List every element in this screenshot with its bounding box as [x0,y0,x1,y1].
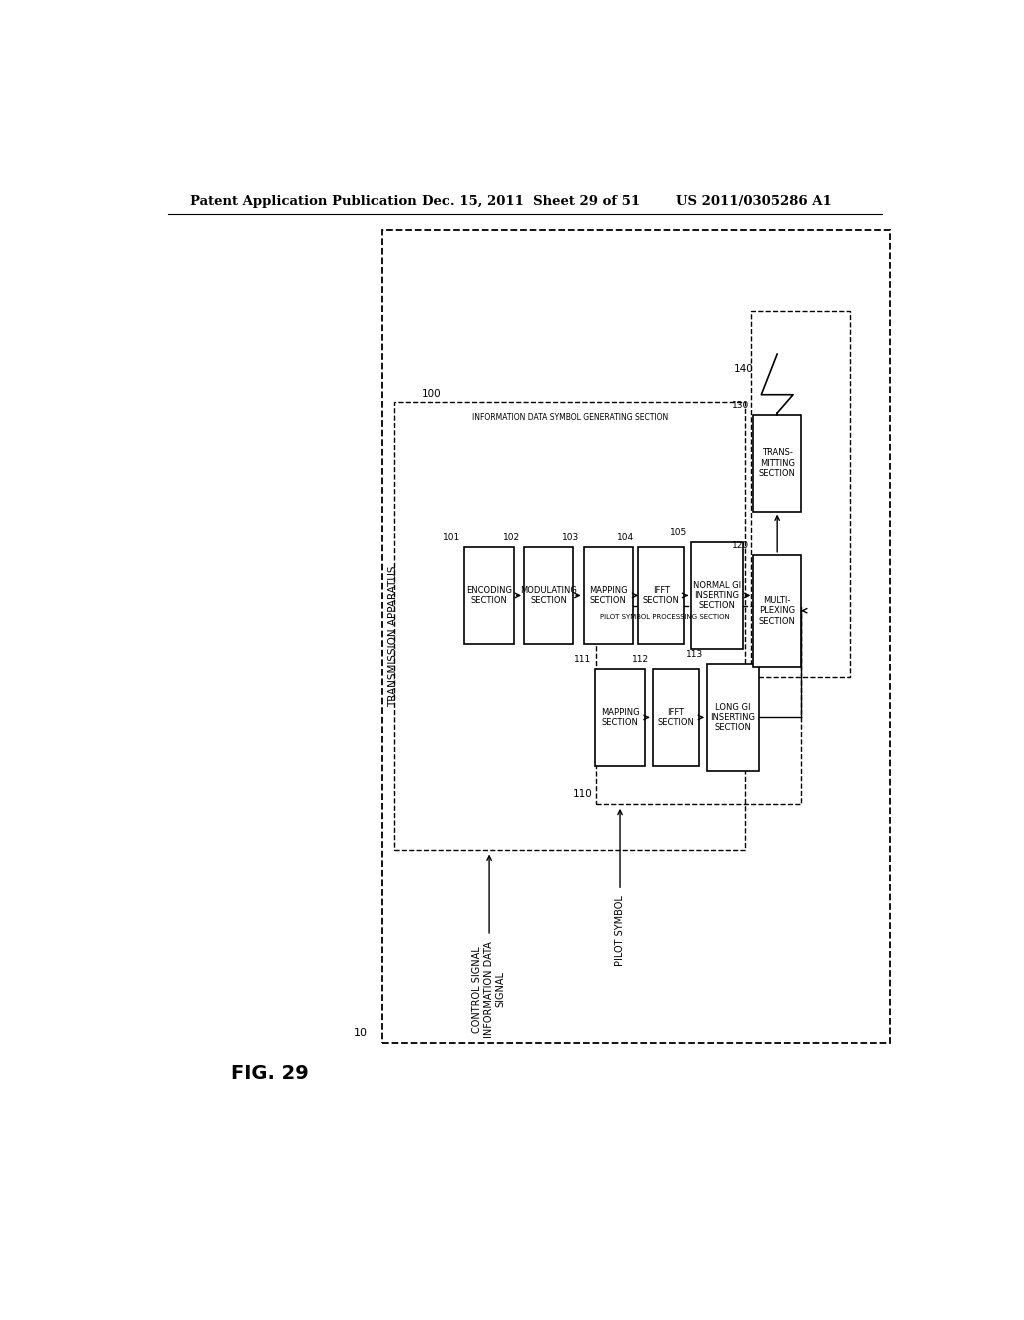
Text: 100: 100 [422,389,441,399]
Bar [691,543,742,649]
Text: IFFT
SECTION: IFFT SECTION [643,586,680,605]
Text: MAPPING
SECTION: MAPPING SECTION [601,708,639,727]
Text: ENCODING
SECTION: ENCODING SECTION [466,586,512,605]
Bar [652,669,698,766]
Bar [524,548,573,644]
Text: 103: 103 [562,533,580,543]
Text: INFORMATION DATA SYMBOL GENERATING SECTION: INFORMATION DATA SYMBOL GENERATING SECTI… [471,412,668,421]
Text: CONTROL SIGNAL
INFORMATION DATA
SIGNAL: CONTROL SIGNAL INFORMATION DATA SIGNAL [472,941,506,1038]
Text: 130: 130 [732,401,750,411]
Text: 120: 120 [732,541,750,549]
Text: Patent Application Publication: Patent Application Publication [189,194,417,207]
Text: 110: 110 [572,789,592,799]
Bar [382,230,890,1043]
Text: US 2011/0305286 A1: US 2011/0305286 A1 [676,194,831,207]
Text: MAPPING
SECTION: MAPPING SECTION [589,586,628,605]
Bar [638,548,684,644]
Text: 104: 104 [617,533,634,543]
Text: 102: 102 [503,533,520,543]
Text: TRANSMISSION APPARATUS: TRANSMISSION APPARATUS [388,565,398,706]
Text: 105: 105 [670,528,687,537]
Text: LONG GI
INSERTING
SECTION: LONG GI INSERTING SECTION [711,702,756,733]
Text: 113: 113 [686,649,702,659]
Text: PILOT SYMBOL: PILOT SYMBOL [615,895,625,966]
Bar [754,554,801,667]
Bar [465,548,514,644]
Bar [707,664,759,771]
Bar [751,312,850,677]
Text: 101: 101 [443,533,461,543]
Bar [596,606,801,804]
Bar [754,414,801,512]
Bar [394,403,745,850]
Text: FIG. 29: FIG. 29 [231,1064,309,1082]
Text: MODULATING
SECTION: MODULATING SECTION [520,586,578,605]
Text: 112: 112 [632,655,648,664]
Text: 111: 111 [574,655,592,664]
Text: 10: 10 [353,1027,368,1038]
Text: TRANS-
MITTING
SECTION: TRANS- MITTING SECTION [759,449,796,478]
Bar [595,669,645,766]
Bar [584,548,633,644]
Text: MULTI-
PLEXING
SECTION: MULTI- PLEXING SECTION [759,595,796,626]
Text: PILOT SYMBOL PROCESSING SECTION: PILOT SYMBOL PROCESSING SECTION [600,614,730,620]
Text: Dec. 15, 2011  Sheet 29 of 51: Dec. 15, 2011 Sheet 29 of 51 [422,194,640,207]
Text: IFFT
SECTION: IFFT SECTION [657,708,694,727]
Text: 140: 140 [733,364,754,375]
Text: NORMAL GI
INSERTING
SECTION: NORMAL GI INSERTING SECTION [693,581,741,610]
